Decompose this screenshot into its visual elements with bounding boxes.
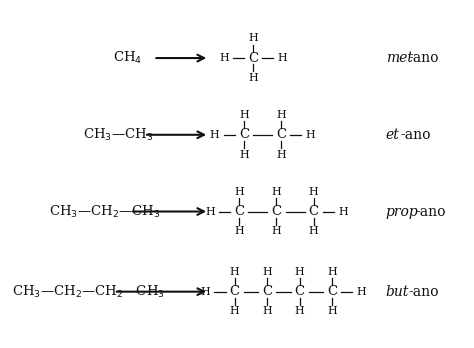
Text: H: H	[205, 206, 215, 216]
Text: H: H	[276, 150, 286, 160]
Text: H: H	[295, 307, 305, 316]
Text: H: H	[210, 130, 219, 140]
Text: C: C	[327, 285, 337, 298]
Text: H: H	[295, 267, 305, 277]
Text: CH$_3$—CH$_3$: CH$_3$—CH$_3$	[83, 127, 154, 143]
Text: C: C	[234, 205, 245, 218]
Text: H: H	[230, 267, 239, 277]
Text: H: H	[239, 150, 249, 160]
Text: C: C	[272, 205, 282, 218]
Text: C: C	[295, 285, 305, 298]
Text: H: H	[338, 206, 348, 216]
Text: C: C	[248, 52, 258, 64]
Text: H: H	[272, 226, 282, 236]
Text: H: H	[248, 73, 258, 83]
Text: C: C	[239, 128, 249, 141]
Text: H: H	[356, 287, 366, 296]
Text: -ano: -ano	[401, 128, 431, 142]
Text: H: H	[262, 267, 272, 277]
Text: H: H	[328, 307, 337, 316]
Text: H: H	[309, 226, 319, 236]
Text: met: met	[386, 51, 413, 65]
Text: H: H	[230, 307, 239, 316]
Text: CH$_3$—CH$_2$—CH$_2$—CH$_3$: CH$_3$—CH$_2$—CH$_2$—CH$_3$	[12, 284, 165, 300]
Text: H: H	[201, 287, 210, 296]
Text: prop: prop	[386, 205, 419, 219]
Text: H: H	[235, 187, 244, 197]
Text: C: C	[276, 128, 286, 141]
Text: H: H	[272, 187, 282, 197]
Text: H: H	[276, 110, 286, 120]
Text: H: H	[262, 307, 272, 316]
Text: CH$_4$: CH$_4$	[113, 50, 142, 66]
Text: H: H	[309, 187, 319, 197]
Text: C: C	[309, 205, 319, 218]
Text: H: H	[239, 110, 249, 120]
Text: CH$_3$—CH$_2$—CH$_3$: CH$_3$—CH$_2$—CH$_3$	[49, 204, 160, 220]
Text: et: et	[386, 128, 400, 142]
Text: H: H	[235, 226, 244, 236]
Text: H: H	[248, 33, 258, 43]
Text: C: C	[262, 285, 272, 298]
Text: -ano: -ano	[408, 285, 438, 299]
Text: H: H	[306, 130, 315, 140]
Text: C: C	[229, 285, 240, 298]
Text: H: H	[219, 53, 229, 63]
Text: -ano: -ano	[408, 51, 438, 65]
Text: H: H	[328, 267, 337, 277]
Text: H: H	[278, 53, 287, 63]
Text: but: but	[386, 285, 409, 299]
Text: -ano: -ano	[415, 205, 446, 219]
